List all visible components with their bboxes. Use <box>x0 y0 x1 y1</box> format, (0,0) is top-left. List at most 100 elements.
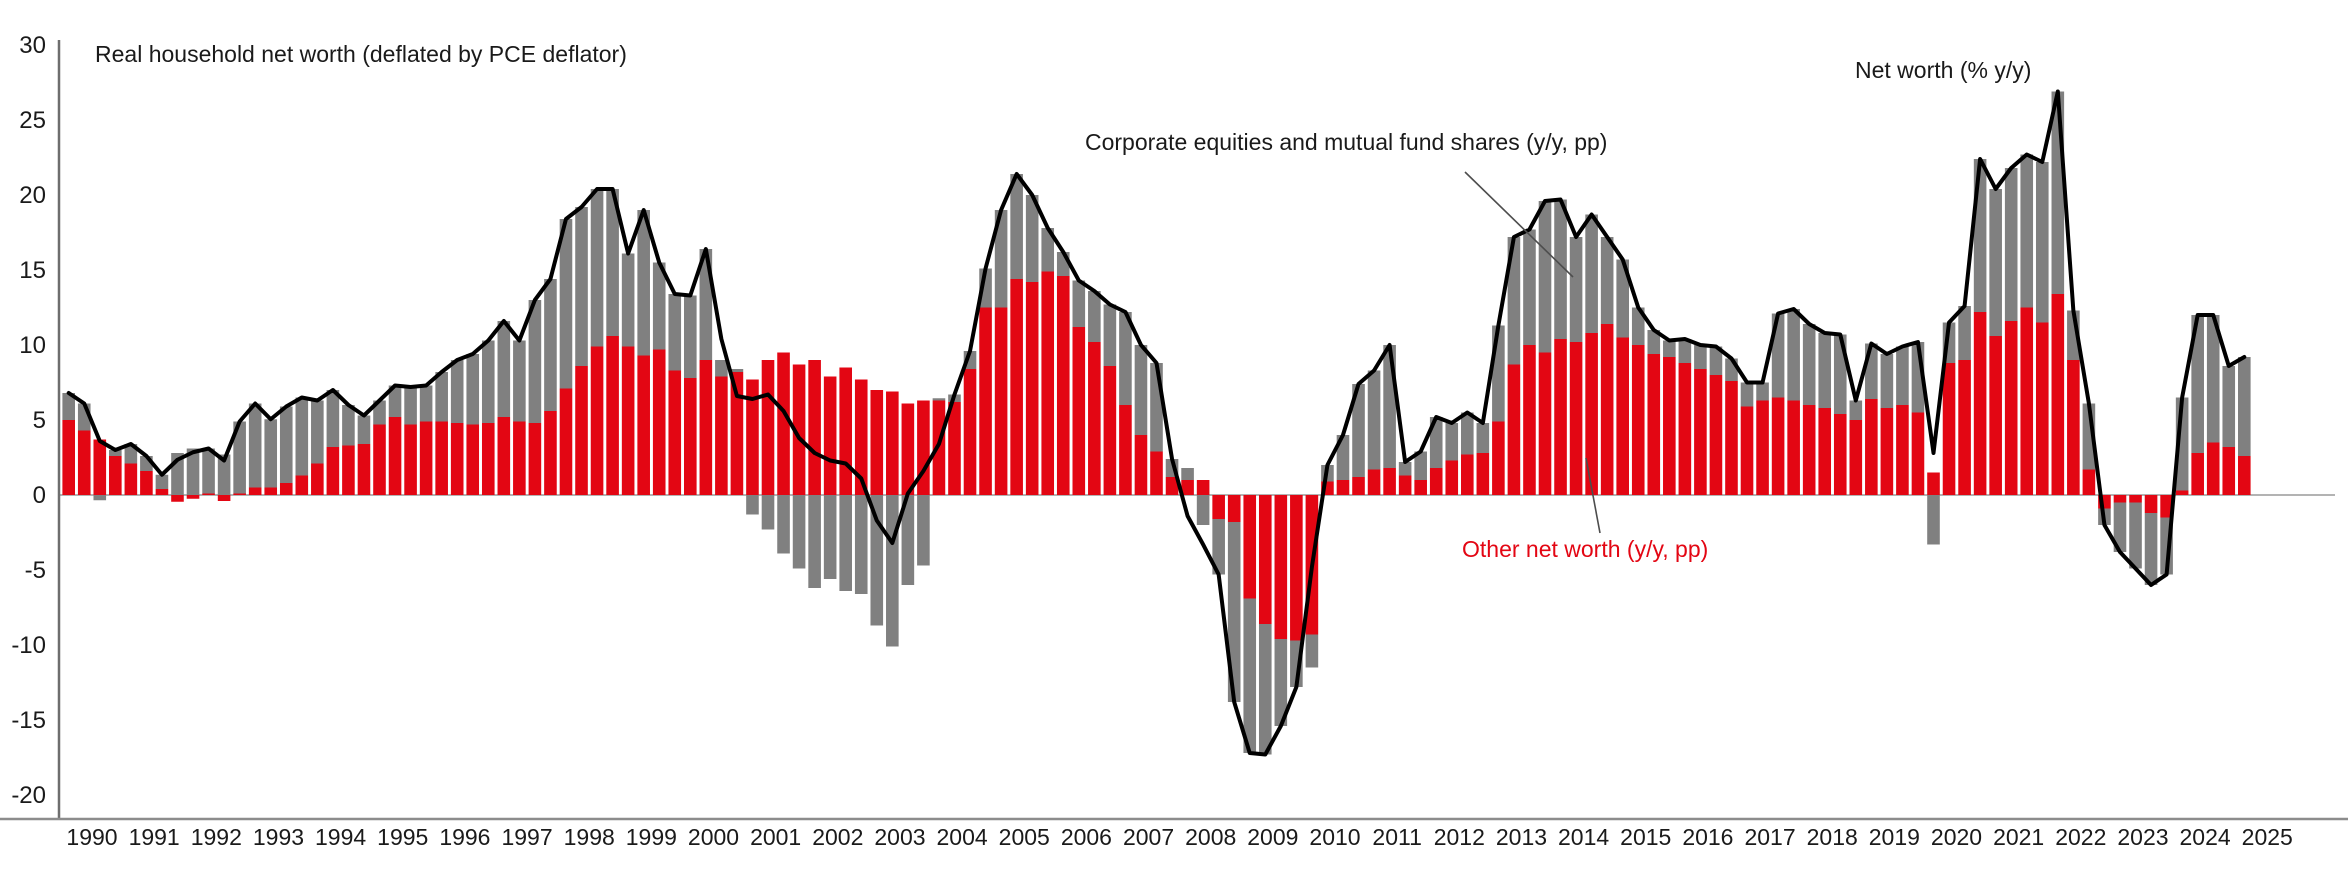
x-tick-2011: 2011 <box>1372 824 1421 850</box>
bar-equities-2001Q4 <box>792 495 806 569</box>
bar-other-1991Q3 <box>155 489 169 495</box>
bar-other-2004Q2 <box>948 402 961 495</box>
bar-equities-2017Q4 <box>1787 309 1800 401</box>
bar-other-2002Q3 <box>839 367 852 495</box>
bar-other-1993Q2 <box>264 487 278 495</box>
bar-other-2003Q4 <box>917 400 930 495</box>
bar-other-2007Q4 <box>1165 477 1179 495</box>
bar-equities-1994Q2 <box>326 390 340 447</box>
bar-other-2011Q3 <box>1398 475 1412 495</box>
bar-other-2025Q1 <box>2238 456 2251 495</box>
bar-equities-1997Q4 <box>544 279 557 411</box>
bar-equities-2012Q2 <box>1445 423 1459 461</box>
bar-equities-1997Q2 <box>513 340 526 422</box>
bar-equities-2021Q2 <box>2004 168 2018 321</box>
bar-equities-2024Q2 <box>2191 315 2204 453</box>
bar-equities-2018Q4 <box>1849 400 1863 420</box>
bar-other-2018Q4 <box>1849 420 1863 495</box>
bar-other-1992Q4 <box>233 493 246 495</box>
bar-other-2014Q2 <box>1569 342 1583 495</box>
bar-equities-2015Q2 <box>1631 307 1645 345</box>
bar-other-1993Q1 <box>248 487 262 495</box>
bar-equities-2020Q3 <box>1958 306 1971 360</box>
bar-equities-2021Q3 <box>2020 154 2034 308</box>
bar-other-2012Q3 <box>1461 454 1474 495</box>
bar-equities-2014Q4 <box>1600 237 1614 324</box>
bar-equities-2017Q1 <box>1740 382 1754 407</box>
bar-equities-2010Q4 <box>1352 384 1365 477</box>
bar-other-1998Q4 <box>606 336 619 495</box>
bar-other-2001Q3 <box>777 352 790 495</box>
bar-equities-2009Q1 <box>1243 598 1257 753</box>
bar-equities-2014Q1 <box>1554 199 1567 339</box>
x-tick-1991: 1991 <box>129 824 180 850</box>
bar-equities-2007Q1 <box>1119 312 1132 405</box>
bar-other-2016Q1 <box>1678 363 1692 495</box>
y-tick-0: 0 <box>33 482 46 509</box>
x-tick-2020: 2020 <box>1931 824 1982 850</box>
bar-other-2005Q4 <box>1041 271 1055 495</box>
y-tick-5: 5 <box>33 407 46 434</box>
bar-equities-1996Q2 <box>450 360 464 423</box>
bar-equities-2008Q4 <box>1227 522 1241 702</box>
x-tick-2000: 2000 <box>688 824 739 850</box>
bar-equities-2002Q1 <box>808 495 821 588</box>
y-tick--5: -5 <box>25 557 46 584</box>
bar-equities-2014Q2 <box>1569 237 1583 342</box>
bar-equities-2014Q3 <box>1585 214 1598 333</box>
bar-other-2019Q2 <box>1880 408 1894 495</box>
bar-other-2020Q3 <box>1958 360 1971 495</box>
bar-equities-1998Q4 <box>606 189 619 336</box>
bar-other-1998Q2 <box>575 366 588 495</box>
bar-equities-1999Q3 <box>652 262 666 350</box>
bar-other-2019Q1 <box>1865 399 1878 495</box>
bar-other-2001Q4 <box>792 364 806 495</box>
bar-other-2013Q2 <box>1507 364 1521 495</box>
x-tick-2017: 2017 <box>1744 824 1795 850</box>
bar-equities-2016Q2 <box>1694 345 1707 369</box>
bar-other-1998Q1 <box>559 388 573 495</box>
bar-other-2020Q1 <box>1927 472 1940 495</box>
chart-title: Real household net worth (deflated by PC… <box>95 41 627 67</box>
bar-equities-2015Q4 <box>1663 340 1676 357</box>
bar-other-2005Q3 <box>1025 282 1039 495</box>
bar-equities-2006Q4 <box>1103 304 1117 366</box>
bar-other-2014Q3 <box>1585 333 1598 495</box>
bar-other-2015Q1 <box>1616 337 1629 495</box>
bar-other-2006Q3 <box>1088 342 1101 495</box>
bar-other-2018Q3 <box>1833 414 1847 495</box>
bar-other-1997Q1 <box>497 417 511 495</box>
x-tick-1996: 1996 <box>439 824 490 850</box>
bar-equities-2008Q3 <box>1212 519 1225 575</box>
bar-other-1999Q4 <box>668 370 682 495</box>
x-tick-2008: 2008 <box>1185 824 1236 850</box>
x-tick-2004: 2004 <box>937 824 988 850</box>
bar-other-2014Q1 <box>1554 339 1567 495</box>
bar-equities-2002Q3 <box>839 495 852 591</box>
x-tick-2013: 2013 <box>1496 824 1547 850</box>
bar-other-2023Q4 <box>2160 495 2173 518</box>
bar-other-1999Q1 <box>621 346 635 495</box>
bar-other-1992Q1 <box>186 495 200 499</box>
bar-other-2016Q4 <box>1725 381 1738 495</box>
bar-equities-1995Q2 <box>388 385 402 417</box>
bar-other-2007Q3 <box>1150 451 1163 495</box>
bar-equities-2000Q3 <box>715 360 728 377</box>
bar-other-2000Q4 <box>730 372 744 495</box>
y-tick--10: -10 <box>11 632 46 659</box>
bar-other-2008Q2 <box>1196 480 1210 495</box>
x-tick-2005: 2005 <box>999 824 1050 850</box>
bar-equities-2021Q4 <box>2035 162 2049 323</box>
bar-equities-2013Q2 <box>1507 237 1521 365</box>
x-tick-2006: 2006 <box>1061 824 1112 850</box>
bar-other-2017Q2 <box>1756 400 1769 495</box>
bar-equities-2003Q4 <box>917 495 930 566</box>
other-series-label: Other net worth (y/y, pp) <box>1462 536 1708 562</box>
bar-equities-2002Q4 <box>854 495 868 594</box>
bar-other-2000Q2 <box>699 360 713 495</box>
bar-other-1993Q3 <box>279 483 293 495</box>
bar-other-2024Q4 <box>2222 447 2236 495</box>
bar-other-2022Q2 <box>2067 360 2080 495</box>
bar-equities-2019Q2 <box>1880 354 1894 408</box>
